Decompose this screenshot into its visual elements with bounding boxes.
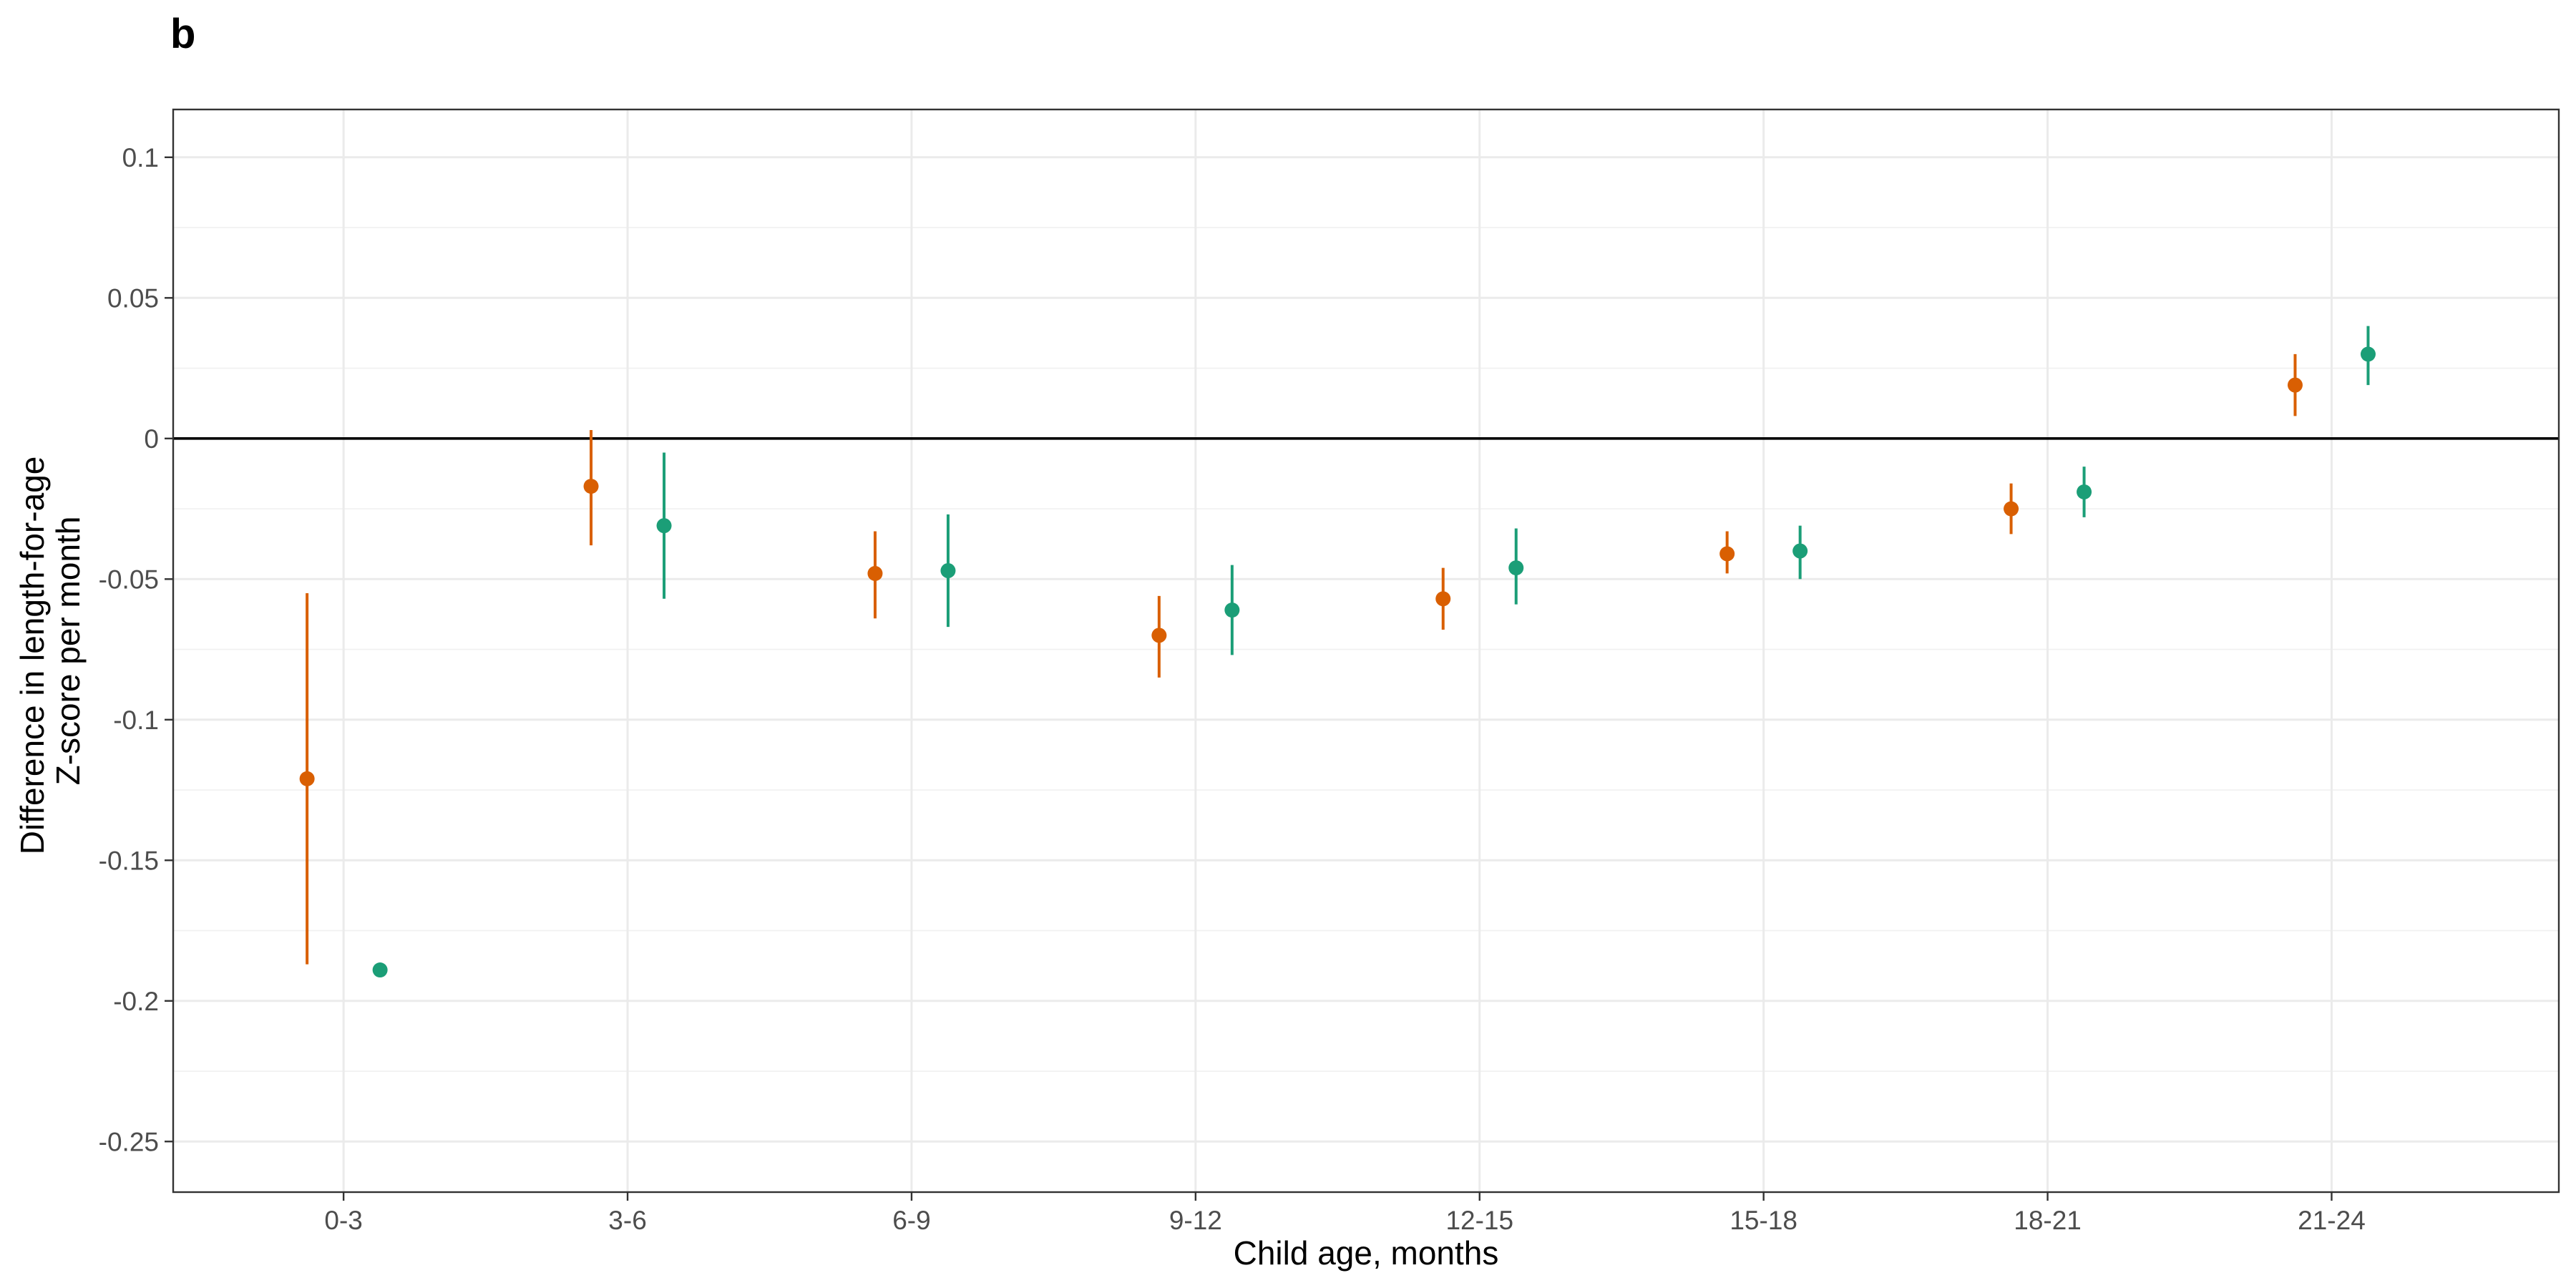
x-tick-label: 21-24 [2298, 1206, 2366, 1235]
data-point [867, 565, 883, 581]
y-tick-label: -0.15 [99, 846, 159, 875]
x-tick-label: 18-21 [2014, 1206, 2082, 1235]
y-tick-label: -0.05 [99, 565, 159, 594]
data-point [656, 518, 672, 534]
x-tick-label: 15-18 [1729, 1206, 1797, 1235]
grid-layer [173, 109, 2559, 1192]
x-axis: 0-3 3-6 6-9 9-12 12-15 15-18 18-21 21-24 [324, 1192, 2366, 1235]
panel-label: b [170, 11, 196, 57]
y-tick-label: 0.05 [107, 283, 159, 313]
data-point [2287, 377, 2303, 393]
data-point [372, 962, 388, 978]
data-point [1435, 591, 1451, 607]
data-point [299, 771, 315, 786]
data-point [2077, 484, 2092, 499]
y-axis: 0.1 0.05 0 -0.05 -0.1 -0.15 -0.2 -0.25 [99, 143, 173, 1156]
data-point [1792, 543, 1808, 559]
series-layer [299, 326, 2376, 978]
x-tick-label: 9-12 [1169, 1206, 1222, 1235]
data-point [1151, 628, 1167, 643]
data-point [2004, 501, 2019, 517]
y-axis-title-line-1: Difference in length-for-age [14, 457, 51, 855]
plot-border [172, 108, 2560, 1194]
x-tick-label: 6-9 [892, 1206, 930, 1235]
x-tick-label: 3-6 [608, 1206, 646, 1235]
y-tick-label: -0.25 [99, 1127, 159, 1156]
y-tick-label: 0 [144, 424, 159, 454]
y-axis-title-line-2: Z-score per month [49, 517, 87, 786]
x-tick-label: 12-15 [1445, 1206, 1513, 1235]
data-point [1224, 602, 1240, 618]
data-point [583, 479, 599, 494]
x-axis-title: Child age, months [1234, 1234, 1499, 1272]
data-point [2360, 346, 2376, 362]
data-point [1508, 560, 1524, 576]
x-tick-label: 0-3 [324, 1206, 362, 1235]
data-point [1719, 546, 1735, 562]
y-tick-label: -0.1 [113, 706, 159, 735]
y-tick-label: -0.2 [113, 987, 159, 1016]
y-axis-title: Difference in length-for-age Z-score per… [14, 447, 87, 854]
data-point [940, 562, 956, 578]
y-tick-label: 0.1 [122, 143, 159, 172]
